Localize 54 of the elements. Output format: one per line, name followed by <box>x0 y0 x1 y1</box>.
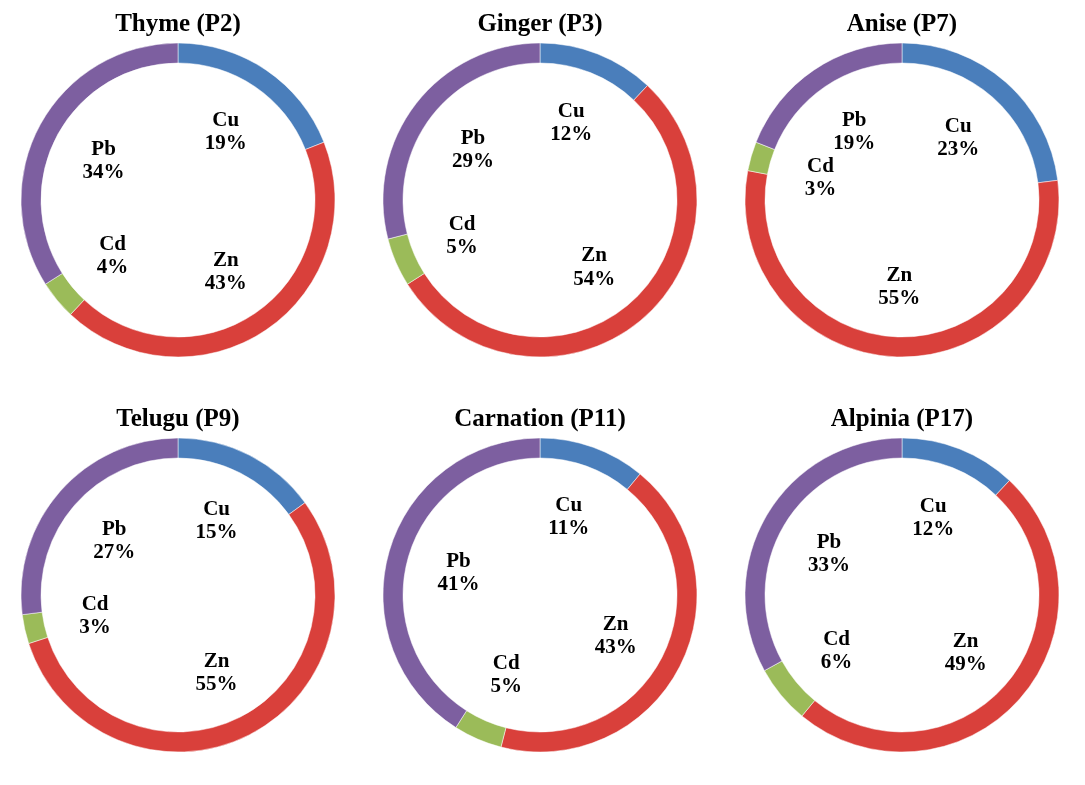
slice-label: Cu <box>557 98 585 123</box>
data-label: 3% <box>804 176 837 201</box>
data-label: 5% <box>446 233 478 258</box>
data-label: 19% <box>833 129 876 154</box>
data-label: 34% <box>82 159 125 184</box>
data-label: 55% <box>878 285 921 309</box>
slice-label: Zn <box>886 261 913 286</box>
chart-title: Anise (P7) <box>846 9 958 37</box>
slice-label: Cu <box>944 113 972 138</box>
slice-label: Pb <box>102 515 127 540</box>
slice-label: Pb <box>460 124 486 149</box>
data-label: 12% <box>912 516 955 541</box>
data-label: 43% <box>594 633 637 658</box>
chart-title: Thyme (P2) <box>115 9 241 37</box>
data-label: 5% <box>490 673 523 698</box>
data-label: 11% <box>548 515 590 540</box>
slice-label: Pb <box>816 528 842 553</box>
slice-label: Zn <box>581 242 608 267</box>
chart-title: Carnation (P11) <box>454 404 626 432</box>
chart-title: Ginger (P3) <box>477 9 603 37</box>
data-label: 4% <box>96 254 129 279</box>
data-label: 19% <box>204 129 247 154</box>
slice-label: Cu <box>212 106 240 131</box>
slice-label: Zn <box>602 610 629 635</box>
data-label: 27% <box>93 538 136 563</box>
slice-label: Pb <box>91 136 116 161</box>
data-label: 55% <box>195 670 238 695</box>
slice-label: Cd <box>492 649 520 674</box>
data-label: 12% <box>550 121 593 146</box>
data-label: 15% <box>195 519 238 544</box>
slice-label: Cu <box>203 496 231 521</box>
data-label: 54% <box>573 265 616 290</box>
slice-label: Cu <box>919 493 947 518</box>
slice-label: Cd <box>99 231 127 256</box>
chart-title: Telugu (P9) <box>116 404 240 432</box>
data-label: 23% <box>937 136 980 161</box>
slice-label: Pb <box>842 106 867 131</box>
data-label: 41% <box>437 571 480 596</box>
slice-label: Cd <box>448 210 476 235</box>
data-label: 29% <box>451 148 494 173</box>
chart-title: Alpinia (P17) <box>830 404 974 432</box>
slice-label: Zn <box>952 628 979 653</box>
slice-label: Pb <box>446 548 471 573</box>
slice-label: Cu <box>555 492 583 517</box>
data-label: 3% <box>79 613 111 638</box>
data-label: 43% <box>204 270 247 295</box>
data-label: 49% <box>944 651 987 676</box>
data-label: 33% <box>807 551 850 576</box>
slice-label: Cd <box>823 626 851 651</box>
slice-label: Cd <box>81 590 109 615</box>
slice-label: Cd <box>807 153 835 178</box>
slice-label: Zn <box>212 247 239 272</box>
slice-label: Zn <box>203 647 230 672</box>
data-label: 6% <box>820 649 853 674</box>
